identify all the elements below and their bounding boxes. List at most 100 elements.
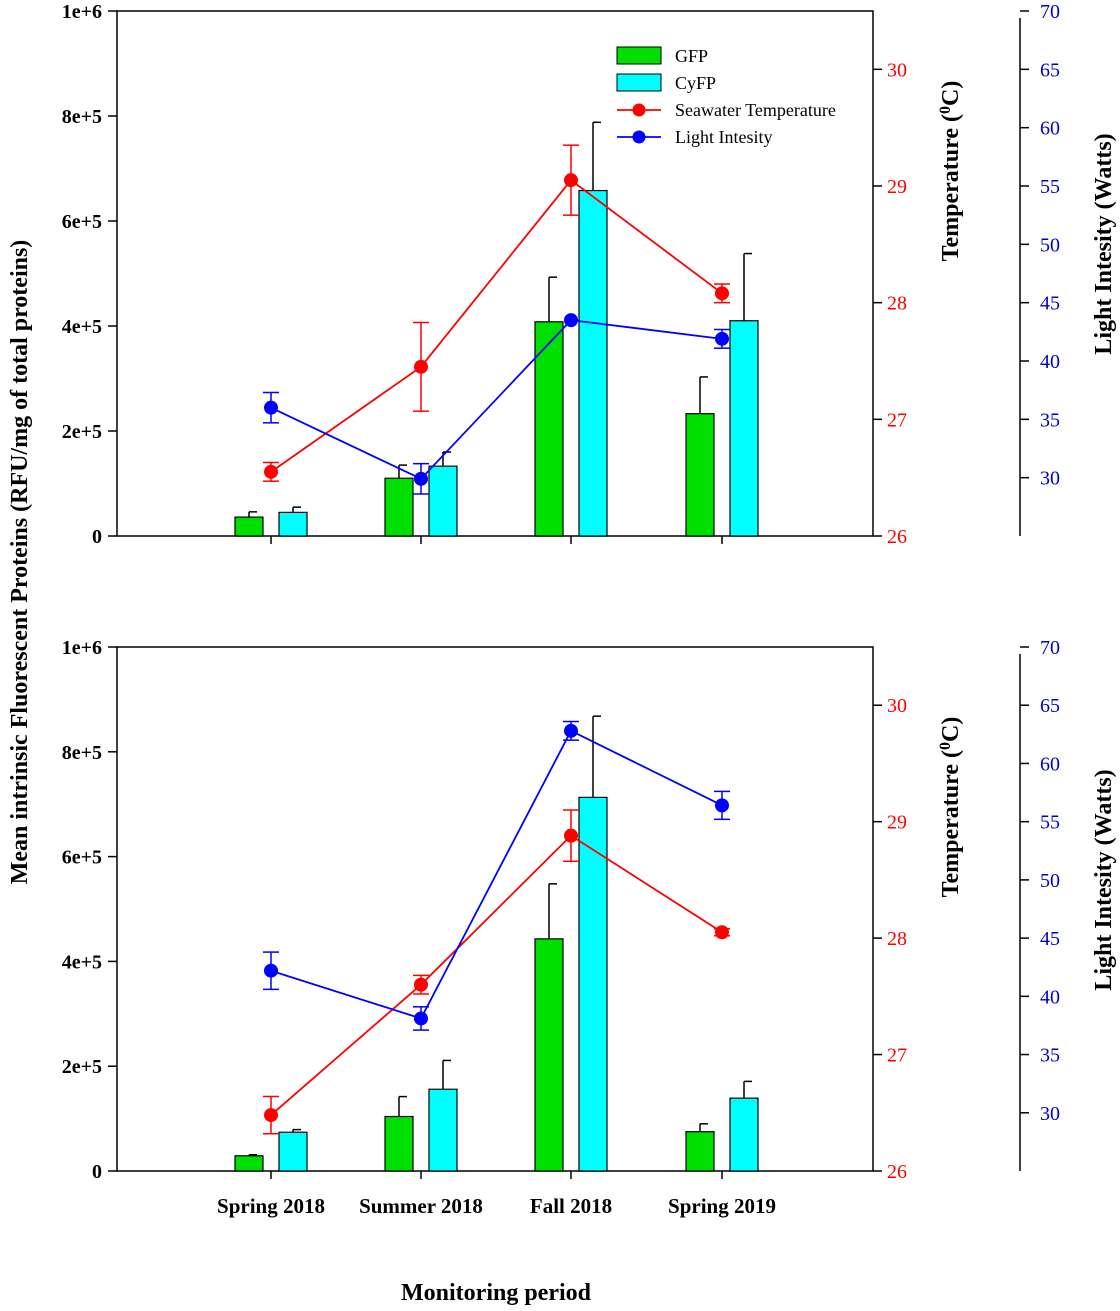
legend-gfp-label: GFP xyxy=(675,46,708,66)
gfp-bar xyxy=(384,477,414,537)
gfp-bar xyxy=(685,413,715,537)
temperature-line xyxy=(270,834,723,1116)
left-tick-label: 4e+5 xyxy=(62,951,102,973)
light-tick-label: 50 xyxy=(1040,870,1060,892)
cyfp-bar xyxy=(428,465,458,537)
temp-tick-label: 29 xyxy=(887,812,907,834)
gfp-bar xyxy=(534,938,564,1172)
temp-tick-label: 26 xyxy=(887,1161,907,1183)
temperature-axis-title-prefix: Temperature ( xyxy=(938,114,964,261)
panel-2: 0 2e+5 4e+5 6e+5 8e+5 1e+6 26 27 28 29 30 Temperatu… xyxy=(62,637,1117,1218)
gfp-bar xyxy=(534,321,564,537)
temperature-point xyxy=(715,925,729,940)
legend: GFP CyFP Seawater Temperature Light Intesit… xyxy=(616,46,836,147)
light-tick-label: 40 xyxy=(1040,351,1060,373)
cyfp-bar xyxy=(578,189,608,537)
cyfp-bar xyxy=(729,320,759,537)
panel-1: 0 2e+5 4e+5 6e+5 8e+5 1e+6 26 27 28 29 30 Temperatu… xyxy=(62,1,1117,548)
temperature-point xyxy=(564,173,578,188)
left-tick-label: 8e+5 xyxy=(62,106,102,128)
light-tick-label: 45 xyxy=(1040,928,1060,950)
cyfp-bar xyxy=(278,1131,308,1172)
temperature-axis-title-suffix: C) xyxy=(938,81,964,106)
gfp-bar xyxy=(685,1131,715,1172)
light-tick-label: 55 xyxy=(1040,176,1060,198)
light-tick-label: 60 xyxy=(1040,118,1060,140)
temp-tick-label: 28 xyxy=(887,293,907,315)
light-point xyxy=(414,1011,428,1026)
light-tick-label: 70 xyxy=(1040,637,1060,659)
left-tick-label: 2e+5 xyxy=(62,421,102,443)
temperature-axis-title-sup: 0 xyxy=(937,742,954,750)
light-tick-label: 60 xyxy=(1040,753,1060,775)
left-tick-label: 0 xyxy=(92,1161,102,1183)
gfp-bar xyxy=(384,1115,414,1172)
left-tick-label: 6e+5 xyxy=(62,211,102,233)
light-tick-label: 35 xyxy=(1040,1045,1060,1067)
light-tick-label: 30 xyxy=(1040,1103,1060,1125)
temperature-line xyxy=(270,178,723,473)
temp-tick-label: 27 xyxy=(887,409,907,431)
legend-cyfp-label: CyFP xyxy=(675,73,716,93)
left-tick-label: 1e+6 xyxy=(62,1,102,23)
legend-cyfp-swatch xyxy=(616,73,662,92)
light-line xyxy=(270,319,723,480)
light-tick-label: 55 xyxy=(1040,812,1060,834)
light-tick-label: 70 xyxy=(1040,1,1060,23)
left-tick-label: 1e+6 xyxy=(62,637,102,659)
legend-light-label: Light Intesity xyxy=(675,127,773,147)
left-tick-label: 0 xyxy=(92,526,102,548)
light-tick-label: 35 xyxy=(1040,409,1060,431)
temp-tick-label: 27 xyxy=(887,1045,907,1067)
left-tick-label: 8e+5 xyxy=(62,742,102,764)
temperature-point xyxy=(264,464,278,479)
light-point xyxy=(264,400,278,415)
x-axis-title: Monitoring period xyxy=(401,1280,592,1306)
gfp-bar xyxy=(234,516,264,537)
temperature-axis-title-sup: 0 xyxy=(937,106,954,114)
legend-gfp-swatch xyxy=(616,46,662,65)
temp-tick-label: 28 xyxy=(887,928,907,950)
legend-temperature-marker xyxy=(632,103,646,117)
light-tick-label: 45 xyxy=(1040,293,1060,315)
light-axis-title: Light Intesity (Watts) xyxy=(1091,133,1117,354)
gfp-bar xyxy=(234,1155,264,1172)
temperature-axis-title-prefix: Temperature ( xyxy=(938,750,964,897)
cyfp-bar xyxy=(729,1097,759,1172)
category-label: Fall 2018 xyxy=(530,1194,612,1218)
cyfp-bar xyxy=(428,1088,458,1172)
legend-light-marker xyxy=(632,130,646,144)
temp-tick-label: 30 xyxy=(887,695,907,717)
temperature-point xyxy=(414,359,428,374)
light-point xyxy=(564,723,578,738)
temp-tick-label: 26 xyxy=(887,526,907,548)
category-label: Spring 2018 xyxy=(217,1194,325,1218)
legend-temperature-label: Seawater Temperature xyxy=(675,100,836,120)
temperature-point xyxy=(564,828,578,843)
temperature-axis-title: Temperature (0C) xyxy=(937,81,965,262)
temperature-axis-title: Temperature (0C) xyxy=(937,717,965,898)
left-tick-label: 2e+5 xyxy=(62,1056,102,1078)
light-line xyxy=(270,729,723,1020)
plot-frame xyxy=(116,646,874,1172)
plot-frame xyxy=(116,10,874,537)
left-tick-label: 6e+5 xyxy=(62,847,102,869)
light-tick-label: 30 xyxy=(1040,468,1060,490)
cyfp-bar xyxy=(578,796,608,1172)
light-tick-label: 40 xyxy=(1040,986,1060,1008)
panels: 0 2e+5 4e+5 6e+5 8e+5 1e+6 26 27 28 29 30 Temperatu… xyxy=(62,1,1117,1218)
temperature-point xyxy=(715,286,729,301)
temp-tick-label: 30 xyxy=(887,59,907,81)
left-tick-label: 4e+5 xyxy=(62,316,102,338)
temperature-point xyxy=(414,977,428,992)
light-tick-label: 65 xyxy=(1040,695,1060,717)
light-point xyxy=(564,313,578,328)
light-point xyxy=(715,331,729,346)
temperature-point xyxy=(264,1108,278,1123)
category-label: Summer 2018 xyxy=(359,1194,483,1218)
light-tick-label: 65 xyxy=(1040,59,1060,81)
cyfp-bar xyxy=(278,511,308,537)
light-point xyxy=(414,471,428,486)
category-label: Spring 2019 xyxy=(668,1194,776,1218)
